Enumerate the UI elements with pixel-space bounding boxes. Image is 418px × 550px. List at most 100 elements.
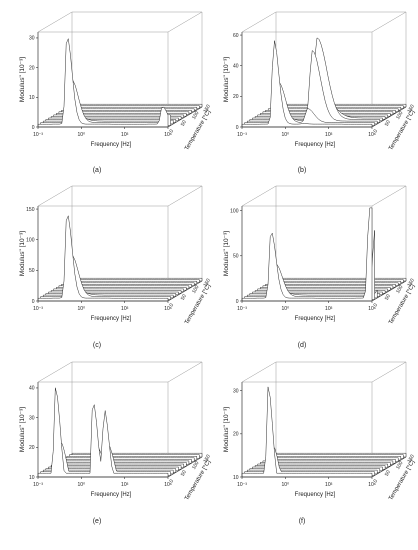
frequency-tick-label: 10⁻³ [237, 132, 247, 138]
modulus-tick-label: 40 [233, 64, 239, 70]
frequency-tick-label: 10⁰ [282, 306, 290, 312]
top-box-edge [37, 185, 73, 207]
modulus-tick-label: 20 [29, 445, 35, 451]
temperature-tick-label: 50 [180, 293, 188, 301]
temperature-tick-label: 0 [373, 128, 380, 134]
frequency-tick-label: 10⁶ [164, 306, 172, 312]
modulus-tick-label: 40 [29, 386, 35, 392]
modulus-axis-label: Modulus" [10⁻³] [19, 407, 26, 452]
temperature-tick-label: 0 [373, 302, 380, 308]
panel-label-d: (d) [298, 342, 307, 349]
temperature-tick-label: 50 [384, 469, 392, 477]
modulus-tick-label: 30 [233, 388, 239, 394]
temperature-axis [371, 280, 407, 302]
modulus-tick-label: 0 [236, 299, 239, 305]
surface-trace [37, 37, 169, 128]
temperature-tick-label: 50 [384, 119, 392, 127]
frequency-tick-label: 10⁰ [78, 482, 86, 488]
frequency-tick-label: 10⁻³ [33, 482, 43, 488]
back-box-edge [275, 11, 407, 107]
panel-label-c: (c) [93, 342, 101, 349]
modulus-axis-label: Modulus" [10⁻³] [19, 57, 26, 102]
top-box-edge [37, 361, 73, 383]
frequency-tick-label: 10³ [325, 482, 333, 488]
modulus-tick-label: 50 [29, 268, 35, 274]
frequency-tick-label: 10³ [325, 306, 333, 312]
top-box-edge [242, 361, 407, 383]
modulus-tick-label: 0 [32, 125, 35, 131]
frequency-tick-label: 10⁰ [282, 132, 290, 138]
back-box-edge [71, 185, 203, 281]
frequency-axis-label: Frequency [Hz] [91, 316, 132, 322]
modulus-tick-label: 60 [233, 33, 239, 39]
temperature-tick-label: 100 [191, 460, 200, 470]
top-box-edge [241, 11, 277, 33]
modulus-tick-label: 30 [29, 415, 35, 421]
top-box-edge [37, 11, 73, 33]
surface-trace [37, 387, 169, 478]
frequency-tick-label: 10⁶ [368, 306, 376, 312]
frequency-tick-label: 10³ [121, 306, 129, 312]
temperature-tick-label: 100 [191, 110, 200, 120]
temperature-axis [371, 106, 407, 128]
top-box-edge [38, 185, 203, 207]
surface-trace [241, 207, 373, 302]
top-box-edge [38, 361, 203, 383]
temperature-tick-label: 0 [169, 478, 176, 484]
modulus-tick-label: 0 [32, 299, 35, 305]
modulus-tick-label: 20 [29, 65, 35, 71]
temperature-tick-label: 100 [395, 110, 404, 120]
temperature-tick-label: 50 [384, 293, 392, 301]
temperature-tick-label: 0 [169, 128, 176, 134]
temperature-tick-label: 150 [203, 278, 212, 288]
temperature-tick-label: 100 [191, 284, 200, 294]
frequency-tick-label: 10⁰ [282, 482, 290, 488]
panel-label-b: (b) [298, 167, 307, 174]
temperature-tick-label: 150 [407, 278, 416, 288]
modulus-tick-label: 20 [233, 432, 239, 438]
modulus-axis-label: Modulus" [10⁻³] [19, 231, 26, 276]
back-box-edge [275, 185, 407, 281]
frequency-tick-label: 10³ [121, 482, 129, 488]
surface-trace [246, 50, 378, 125]
frequency-tick-label: 10⁻³ [33, 132, 43, 138]
modulus-axis-label: Modulus" [10⁻³] [223, 57, 230, 102]
frequency-tick-label: 10⁻³ [33, 306, 43, 312]
modulus-tick-label: 20 [233, 94, 239, 100]
temperature-axis [167, 280, 203, 302]
modulus-tick-label: 100 [26, 238, 35, 244]
back-box-edge [71, 11, 203, 107]
top-box-edge [241, 361, 277, 383]
modulus-tick-label: 10 [233, 475, 239, 481]
surface-trace [37, 214, 169, 302]
modulus-tick-label: 30 [29, 36, 35, 42]
surface-trace [241, 386, 373, 478]
frequency-tick-label: 10⁶ [368, 482, 376, 488]
modulus-tick-label: 100 [230, 208, 239, 214]
temperature-tick-label: 100 [395, 284, 404, 294]
frequency-tick-label: 10⁰ [78, 306, 86, 312]
top-box-edge [242, 11, 407, 33]
modulus-tick-label: 150 [26, 207, 35, 213]
panel-label-e: (e) [93, 518, 102, 525]
frequency-tick-label: 10⁶ [164, 132, 172, 138]
panel-label-a: (a) [93, 167, 102, 174]
temperature-tick-label: 100 [395, 460, 404, 470]
top-box-edge [38, 11, 203, 33]
temperature-tick-label: 0 [373, 478, 380, 484]
temperature-tick-label: 150 [203, 454, 212, 464]
temperature-axis [167, 456, 203, 478]
temperature-tick-label: 50 [180, 119, 188, 127]
surface-trace [241, 40, 373, 128]
frequency-axis-label: Frequency [Hz] [91, 142, 132, 148]
frequency-tick-label: 10⁶ [164, 482, 172, 488]
modulus-tick-label: 50 [233, 254, 239, 260]
top-box-edge [241, 185, 277, 207]
back-box-edge [71, 361, 203, 457]
frequency-tick-label: 10⁻³ [237, 482, 247, 488]
